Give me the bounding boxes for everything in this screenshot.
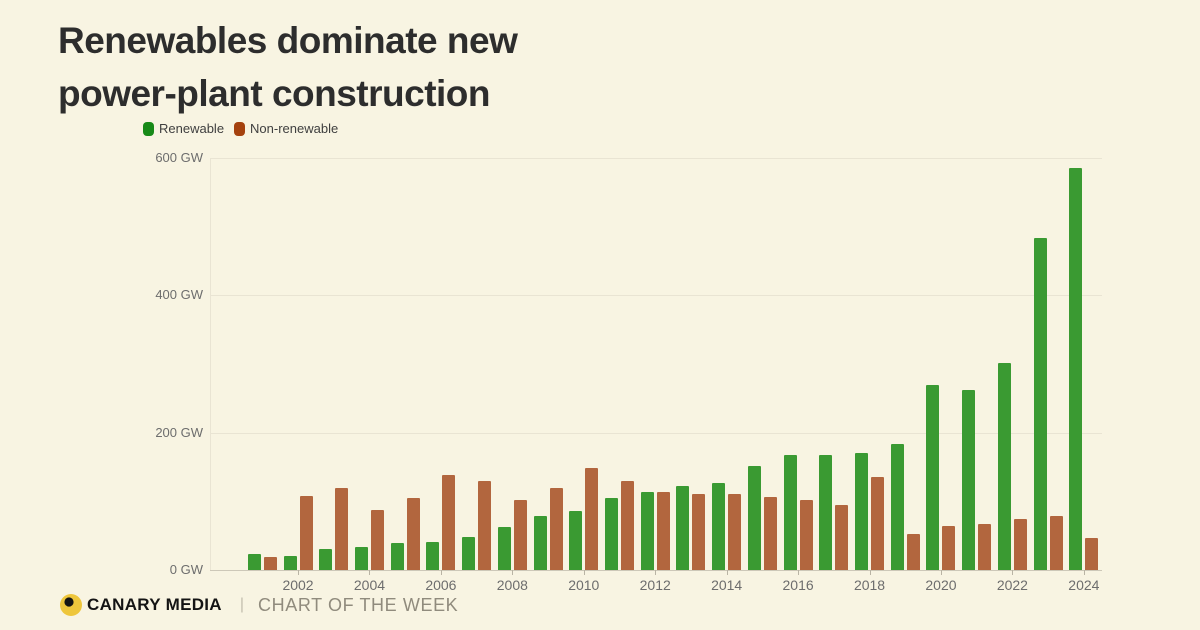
x-axis-label: 2010 — [568, 577, 600, 593]
y-axis-label: 400 GW — [155, 287, 203, 303]
bar-renewable-2003 — [319, 548, 333, 570]
bar-renewable-2001 — [247, 554, 261, 570]
bar-non-renewable-2021 — [978, 524, 992, 570]
bar-renewable-2013 — [676, 485, 690, 570]
bar-non-renewable-2020 — [942, 526, 956, 570]
x-axis-tick — [869, 570, 871, 575]
x-axis-tick — [298, 570, 300, 575]
bar-non-renewable-2014 — [728, 493, 742, 570]
bar-non-renewable-2003 — [335, 487, 349, 570]
x-axis-tick — [1012, 570, 1014, 575]
renewable-swatch-icon — [143, 121, 154, 136]
x-axis-tick — [440, 570, 442, 575]
bar-non-renewable-2004 — [370, 509, 384, 570]
x-axis-label: 2016 — [782, 577, 814, 593]
bar-renewable-2004 — [354, 546, 368, 570]
bar-renewable-2015 — [747, 465, 761, 570]
bar-non-renewable-2024 — [1085, 537, 1099, 570]
legend-label: Renewable — [159, 121, 225, 136]
x-axis-label: 2014 — [711, 577, 743, 593]
bar-non-renewable-2017 — [835, 505, 849, 570]
x-axis-tick — [583, 570, 585, 575]
footer-divider: | — [239, 596, 245, 613]
bar-renewable-2017 — [819, 455, 833, 570]
x-axis-tick — [512, 570, 514, 575]
y-gridline — [210, 295, 1102, 297]
bar-non-renewable-2022 — [1013, 518, 1027, 570]
bar-renewable-2011 — [605, 497, 618, 570]
bar-renewable-2012 — [640, 491, 654, 570]
bar-renewable-2016 — [783, 455, 797, 570]
bar-renewable-2020 — [926, 385, 940, 570]
footer: CANARY MEDIA | CHART OF THE WEEK — [59, 593, 458, 617]
bar-non-renewable-2002 — [299, 495, 313, 570]
bar-renewable-2007 — [462, 537, 476, 570]
x-axis-tick — [1083, 570, 1085, 575]
legend-item-renewable: Renewable — [143, 121, 224, 136]
y-gridline — [210, 432, 1102, 434]
bar-non-renewable-2007 — [478, 481, 492, 570]
y-axis-label: 600 GW — [155, 150, 203, 165]
x-axis-label: 2002 — [282, 577, 314, 593]
y-axis-label: 0 GW — [169, 562, 203, 577]
bar-non-renewable-2023 — [1049, 515, 1063, 570]
bar-non-renewable-2001 — [263, 556, 277, 570]
bar-non-renewable-2013 — [692, 493, 706, 570]
x-axis-tick — [369, 570, 371, 575]
bar-non-renewable-2006 — [442, 475, 456, 570]
x-axis-tick — [726, 570, 728, 575]
page-title: Renewables dominate new power-plant cons… — [58, 14, 518, 120]
bar-renewable-2022 — [997, 363, 1011, 570]
bar-non-renewable-2012 — [656, 492, 670, 570]
plot-area: 0 GW 200 GW 400 GW 600 GW 2002 2004 2006 2008 20… — [155, 150, 1102, 593]
brand-name: CANARY MEDIA — [87, 595, 222, 614]
bar-non-renewable-2015 — [763, 496, 777, 570]
bar-renewable-2024 — [1069, 168, 1083, 570]
x-axis-label: 2012 — [639, 577, 671, 593]
x-axis-label: 2004 — [353, 577, 386, 593]
legend-item-non-renewable: Non-renewable — [234, 121, 338, 136]
x-axis-label: 2020 — [925, 577, 957, 593]
footer-tagline: CHART OF THE WEEK — [258, 594, 459, 615]
x-axis-tick — [798, 570, 800, 575]
x-axis-label: 2006 — [425, 577, 457, 593]
y-axis-line — [210, 158, 211, 570]
x-axis-label: 2022 — [996, 577, 1028, 593]
bar-renewable-2018 — [855, 453, 869, 570]
bar-renewable-2014 — [712, 483, 726, 570]
legend-label: Non-renewable — [250, 121, 339, 136]
bar-non-renewable-2008 — [513, 499, 527, 570]
bar-non-renewable-2010 — [585, 467, 599, 570]
x-axis-tick — [940, 570, 942, 575]
bar-non-renewable-2005 — [406, 497, 420, 570]
bar-non-renewable-2009 — [549, 487, 563, 570]
bar-renewable-2002 — [283, 556, 297, 570]
bar-renewable-2021 — [962, 390, 976, 570]
bar-renewable-2010 — [569, 510, 583, 570]
bar-non-renewable-2018 — [871, 477, 885, 570]
x-axis-label: 2024 — [1068, 577, 1100, 593]
canary-media-logo-icon — [60, 594, 82, 616]
bar-renewable-2005 — [390, 542, 404, 570]
title-line-2: power-plant construction — [58, 73, 491, 114]
non-renewable-swatch-icon — [234, 121, 246, 136]
bar-non-renewable-2019 — [906, 533, 920, 570]
x-axis-label: 2008 — [496, 577, 528, 593]
y-gridline — [210, 158, 1102, 159]
bar-renewable-2019 — [890, 444, 904, 570]
title-line-1: Renewables dominate new — [58, 20, 518, 61]
bar-renewable-2023 — [1033, 237, 1047, 570]
bar-non-renewable-2016 — [799, 499, 813, 570]
x-axis-label: 2018 — [853, 577, 886, 593]
x-axis-tick — [655, 570, 657, 575]
bar-renewable-2006 — [426, 541, 440, 570]
bar-renewable-2009 — [533, 515, 547, 570]
bar-renewable-2008 — [497, 527, 511, 570]
bar-non-renewable-2011 — [621, 481, 634, 570]
y-axis-label: 200 GW — [155, 424, 203, 440]
chart-legend: Renewable Non-renewable — [143, 121, 338, 136]
